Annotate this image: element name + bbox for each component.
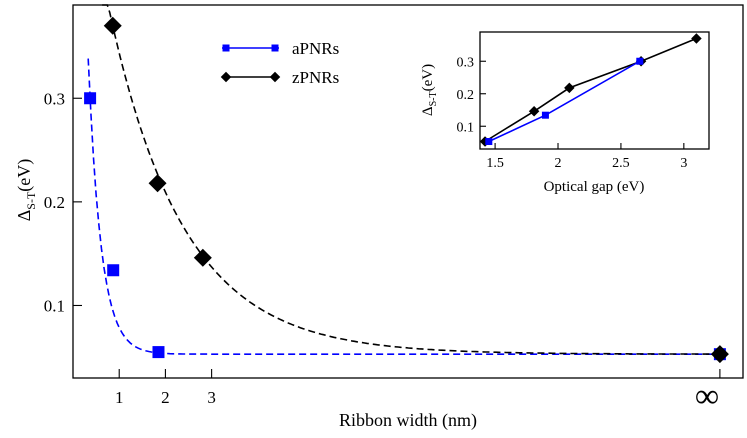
inset-lines [484,37,697,143]
inset-y-axis-title-unit: (eV) [420,64,436,91]
data-point-zpnrs [710,345,729,364]
inset-x-tick-label: 2 [555,156,562,171]
inset-data-point-apnrs [541,111,549,119]
y-tick-label: 0.1 [44,296,65,315]
main-plot-frame [72,4,744,379]
inset-data-marks [479,33,702,147]
inset-x-tick-label: 1.5 [486,156,504,171]
inset-plot: 0.1 0.2 0.3 1.5 2 2.5 3 Optical gap (eV) ΔS-T(… [420,31,710,195]
data-point-zpnrs [103,16,122,35]
legend-marker-apnrs [271,44,279,52]
main-data-marks [84,16,729,364]
legend-marker-apnrs [222,44,230,52]
data-point-zpnrs [193,248,212,267]
main-plot: 0.10.20.31 2 3 Ribbon width (nm) ∞ ΔS-T(eV… [14,4,744,431]
inset-y-axis-title: ΔS-T(eV) [420,64,439,116]
legend-label-apnrs: aPNRs [292,39,339,58]
inset-y-axis-title-subscript: S-T [428,91,439,106]
y-tick-label: 0.2 [44,193,65,212]
data-point-zpnrs [148,174,167,193]
y-axis-title-symbol: Δ [14,210,34,222]
main-ticks: 0.1 0.2 0.3 1 2 3 [44,89,721,407]
data-point-apnrs [152,346,165,359]
legend: aPNRs zPNRs [220,39,339,87]
inset-x-axis-title: Optical gap (eV) [544,179,645,195]
legend-marker-zpnrs [220,71,232,83]
data-point-apnrs [84,92,97,105]
inset-data-point-apnrs [636,57,644,65]
inset-data-point-zpnrs [691,33,702,44]
inset-y-tick-label: 0.1 [457,120,475,135]
inset-data-point-zpnrs [564,82,575,94]
inset-line-apnrs [488,60,641,143]
inset-data-point-apnrs [485,138,493,146]
x-axis-infinity-label: ∞ [695,378,719,415]
x-tick-label: 2 [161,388,170,407]
y-axis-title-unit: (eV) [14,159,35,192]
inset-y-axis-title-symbol: Δ [420,106,436,116]
inset-x-tick-label: 3 [680,156,687,171]
x-axis-title: Ribbon width (nm) [339,410,477,431]
legend-marker-zpnrs [269,71,281,83]
inset-data-point-zpnrs [528,106,540,117]
legend-label-zpnrs: zPNRs [292,68,339,87]
inset-plot-frame [479,31,710,150]
y-axis-title-subscript: S-T [24,191,38,210]
data-point-apnrs [107,264,120,277]
y-tick-label: 0.3 [44,89,65,108]
x-tick-label: 1 [115,388,124,407]
inset-y-tick-label: 0.2 [457,88,475,103]
inset-x-tick-label: 2.5 [612,156,630,171]
inset-ticks: 0.1 0.2 0.3 1.5 2 2.5 3 [457,55,688,171]
x-tick-label: 3 [207,388,216,407]
y-axis-title: ΔS-T(eV) [14,159,38,222]
inset-y-tick-label: 0.3 [457,55,475,70]
fit-curve-apnrs [87,58,720,355]
